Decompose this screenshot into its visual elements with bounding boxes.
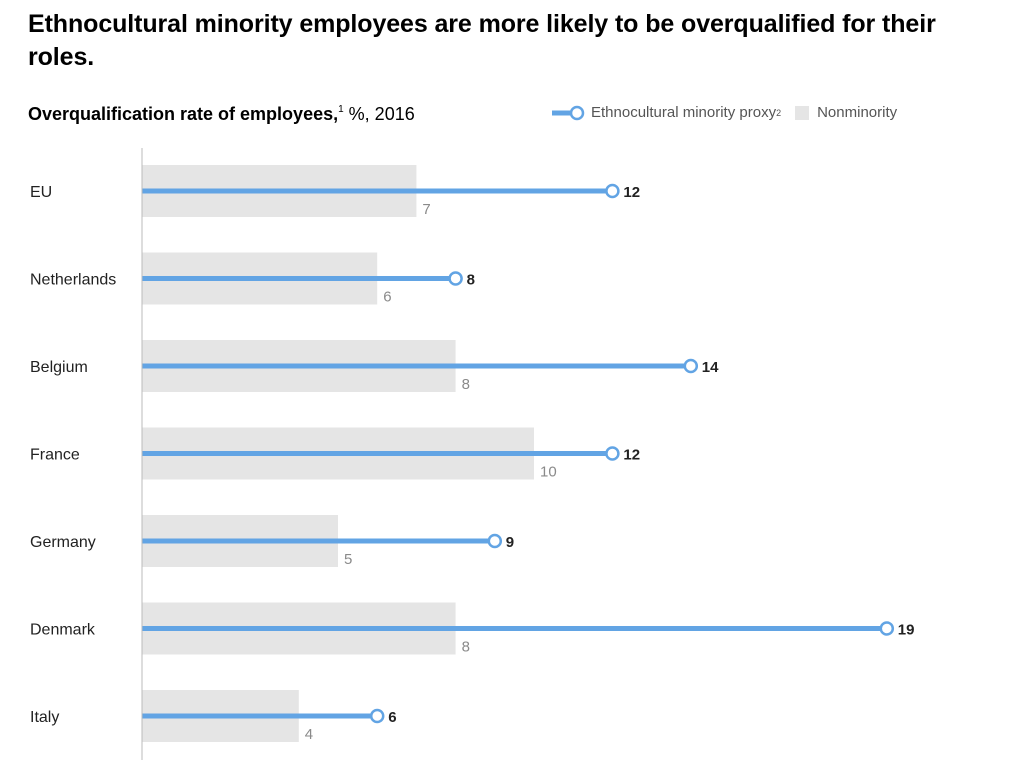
category-label-germany: Germany [30, 534, 96, 551]
category-label-france: France [30, 447, 80, 464]
legend-minority-label: Ethnocultural minority proxy [591, 104, 777, 121]
bar-chart: EU 12 7 Netherlands 8 6 Belgium 14 8 France 12 10 Ge… [30, 148, 915, 760]
legend-item-nonminority: Nonminority [781, 104, 897, 121]
minority-marker-germany [487, 533, 503, 549]
legend-nonminority-label: Nonminority [817, 104, 898, 121]
nonminority-value-germany: 5 [344, 551, 352, 568]
category-label-belgium: Belgium [30, 359, 88, 376]
minority-value-netherlands: 8 [467, 272, 475, 289]
nonminority-value-belgium: 8 [462, 376, 470, 393]
minority-value-france: 12 [623, 447, 640, 464]
minority-value-italy: 6 [388, 709, 396, 726]
legend-square-icon [795, 105, 810, 120]
category-label-eu: EU [30, 184, 52, 201]
minority-marker-italy [369, 708, 385, 724]
minority-value-eu: 12 [623, 184, 640, 201]
nonminority-value-netherlands: 6 [383, 289, 391, 306]
minority-marker-netherlands [448, 271, 463, 286]
subtitle-main: Overqualification rate of employees, [28, 104, 339, 124]
chart-subtitle: Overqualification rate of employees,1 %,… [28, 102, 415, 126]
legend-line-marker-icon [552, 105, 585, 120]
category-label-italy: Italy [30, 709, 59, 726]
chart-title: Ethnocultural minority employees are mor… [28, 10, 936, 71]
subtitle-footnote: 1 [338, 104, 344, 115]
nonminority-value-denmark: 8 [462, 639, 470, 656]
nonminority-value-italy: 4 [305, 726, 313, 743]
legend-item-minority: Ethnocultural minority proxy 2 [551, 104, 781, 121]
category-label-netherlands: Netherlands [30, 272, 116, 289]
minority-marker-belgium [683, 358, 699, 374]
nonminority-value-france: 10 [540, 464, 557, 481]
minority-marker-france [605, 446, 620, 461]
minority-marker-eu [605, 183, 620, 199]
category-label-denmark: Denmark [30, 622, 96, 639]
chart-legend: Ethnocultural minority proxy 2 Nonminorit… [551, 104, 897, 121]
minority-value-germany: 9 [506, 534, 514, 551]
nonminority-value-eu: 7 [422, 201, 430, 218]
minority-value-belgium: 14 [702, 359, 719, 376]
minority-value-denmark: 19 [898, 622, 915, 639]
subtitle-unit: %, 2016 [343, 104, 415, 124]
minority-marker-denmark [879, 621, 895, 636]
